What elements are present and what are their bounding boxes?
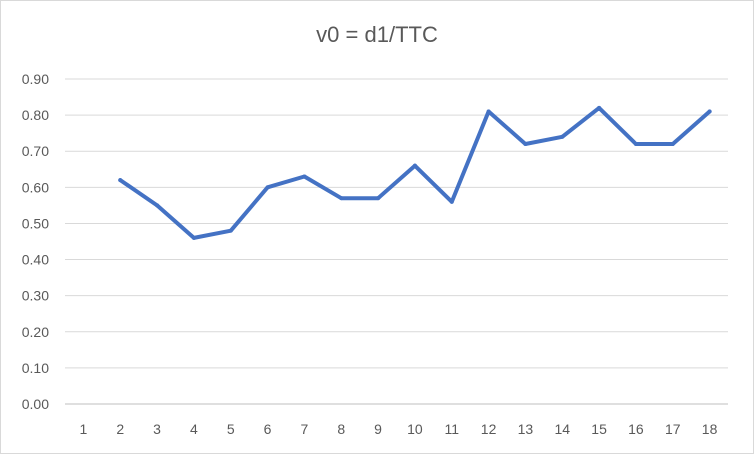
y-tick-label: 0.90: [22, 71, 49, 87]
data-point: [449, 199, 454, 204]
y-tick-label: 0.20: [22, 324, 49, 340]
x-tick-label: 4: [190, 421, 198, 437]
x-tick-label: 15: [591, 421, 607, 437]
x-tick-label: 6: [264, 421, 272, 437]
gridlines: [65, 78, 728, 405]
x-tick-label: 3: [153, 421, 161, 437]
data-point: [486, 109, 491, 114]
x-tick-label: 2: [116, 421, 124, 437]
x-tick-label: 11: [444, 421, 459, 437]
y-tick-label: 0.50: [22, 215, 49, 231]
data-point: [670, 142, 675, 146]
data-point: [191, 235, 196, 240]
y-tick-label: 0.80: [22, 107, 49, 123]
y-tick-label: 0.60: [22, 179, 49, 195]
data-point: [265, 185, 270, 190]
y-tick-label: 0.10: [22, 360, 49, 376]
data-point: [339, 196, 344, 201]
series-layer: [118, 105, 712, 240]
data-point: [707, 109, 712, 114]
data-point: [118, 178, 123, 183]
x-tick-label: 14: [554, 421, 570, 437]
x-tick-label: 13: [518, 421, 534, 437]
y-tick-label: 0.00: [22, 396, 49, 412]
y-tick-label: 0.40: [22, 252, 49, 268]
x-tick-label: 5: [227, 421, 235, 437]
y-tick-label: 0.70: [22, 143, 49, 159]
data-point: [228, 228, 233, 233]
x-tick-label: 1: [80, 421, 88, 437]
data-point: [376, 196, 381, 201]
x-tick-label: 9: [374, 421, 382, 437]
x-tick-label: 17: [665, 421, 681, 437]
y-tick-label: 0.30: [22, 288, 49, 304]
x-tick-label: 8: [337, 421, 345, 437]
data-point: [412, 163, 417, 168]
data-point: [523, 142, 528, 146]
series-line: [118, 105, 712, 240]
x-tick-label: 10: [407, 421, 423, 437]
chart-title: v0 = d1/TTC: [316, 22, 438, 47]
data-point: [302, 174, 307, 179]
data-point: [597, 105, 602, 110]
x-tick-label: 16: [628, 421, 644, 437]
x-tick-label: 7: [301, 421, 309, 437]
data-point: [560, 134, 565, 139]
data-point: [155, 203, 160, 208]
x-tick-label: 18: [702, 421, 718, 437]
y-axis-tick-labels: 0.00 0.10 0.20 0.30 0.40 0.50 0.60 0.70 0.80 0.90: [22, 71, 49, 412]
x-axis-tick-labels: 1 2 3 4 5 6 7 8 9 10 11 12 13 14 15 16 17 18: [80, 421, 718, 437]
data-point: [633, 142, 638, 146]
x-tick-label: 12: [481, 421, 497, 437]
